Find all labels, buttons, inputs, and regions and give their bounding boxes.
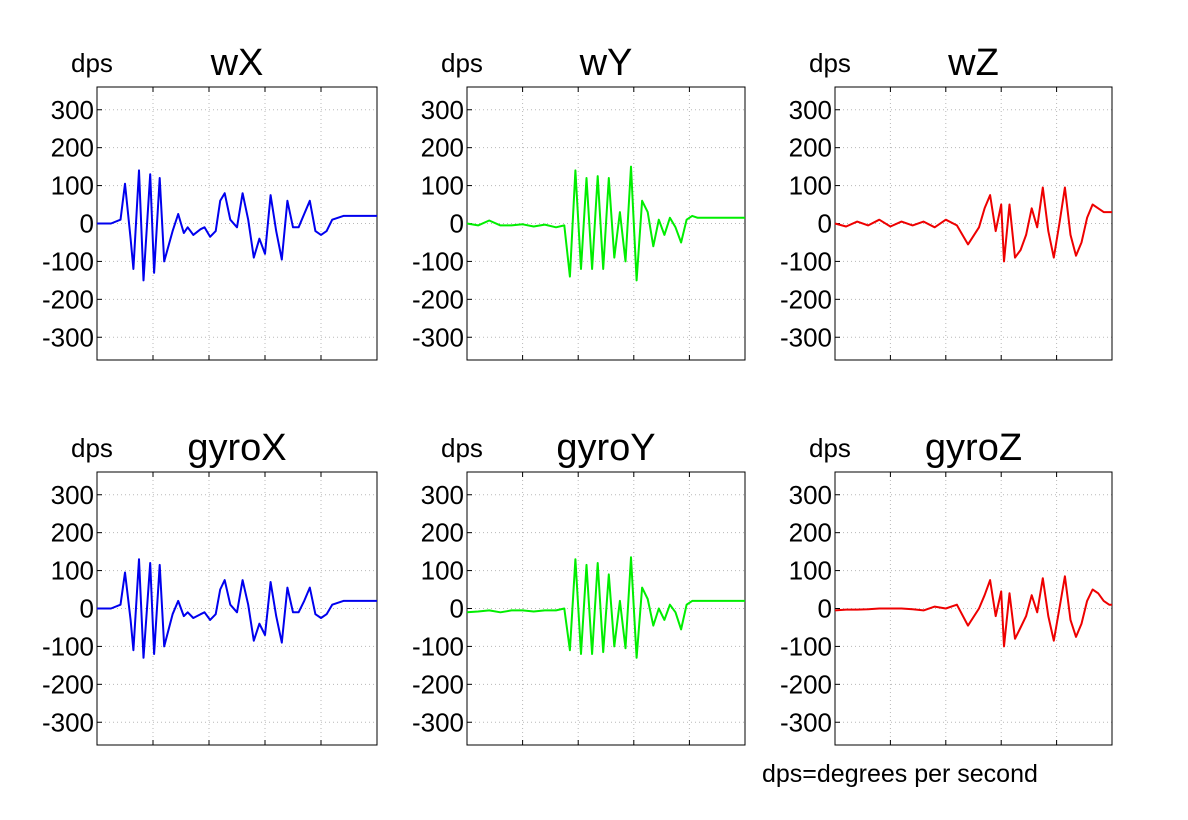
y-axis-label: dps [71,433,113,463]
series-line-wZ [834,186,1112,263]
y-tick-label: -100 [42,631,94,661]
chart-title: wY [579,42,633,84]
y-tick-label: 300 [421,480,464,510]
y-tick-label: -100 [412,246,464,276]
chart-title: gyroZ [925,427,1022,469]
y-tick-label: 300 [421,95,464,125]
y-tick-label: -200 [780,284,832,314]
chart-panel-gyroX: 300 200 100 0 -100 -200 -300 gyroX dps [42,427,378,746]
y-tick-label: -200 [412,669,464,699]
y-tick-label: 0 [818,594,832,624]
series-line-gyroY [466,556,745,659]
y-tick-label: 100 [51,171,94,201]
y-tick-label: -300 [412,707,464,737]
y-axis-label: dps [809,48,851,78]
chart-title: wX [210,42,264,84]
y-axis-label: dps [441,48,483,78]
series-line-wX [97,169,377,282]
y-tick-label: 100 [789,556,832,586]
y-tick-label: 0 [818,209,832,239]
y-tick-label: -300 [42,322,94,352]
series-line-gyroX [97,558,377,659]
y-tick-label: 300 [51,480,94,510]
series-line-gyroZ [834,575,1112,648]
series-line-wY [466,165,745,282]
y-axis-label: dps [71,48,113,78]
y-tick-label: -100 [780,246,832,276]
y-tick-label: -200 [42,669,94,699]
y-tick-label: -300 [42,707,94,737]
y-tick-label: 200 [789,133,832,163]
chart-title: gyroX [187,427,286,469]
chart-title: wZ [947,42,999,84]
chart-title: gyroY [556,427,655,469]
footnote: dps=degrees per second [762,760,1038,788]
y-tick-label: 0 [80,209,94,239]
y-tick-label: -200 [42,284,94,314]
y-tick-label: 300 [51,95,94,125]
y-tick-label: 100 [789,171,832,201]
y-tick-label: -100 [42,246,94,276]
y-axis-label: dps [809,433,851,463]
y-tick-label: 0 [450,209,464,239]
y-tick-label: 0 [450,594,464,624]
y-tick-label: -100 [412,631,464,661]
chart-panel-wZ: 300 200 100 0 -100 -200 -300 wZ dps [780,42,1113,361]
y-tick-label: 100 [51,556,94,586]
y-tick-label: 200 [421,518,464,548]
y-tick-label: 200 [51,518,94,548]
y-tick-label: 200 [51,133,94,163]
y-tick-label: -300 [412,322,464,352]
y-tick-label: -200 [412,284,464,314]
y-tick-label: 300 [789,95,832,125]
chart-panel-gyroY: 300 200 100 0 -100 -200 -300 gyroY dps [412,427,746,746]
y-tick-label: 200 [421,133,464,163]
y-tick-label: -200 [780,669,832,699]
y-tick-label: 0 [80,594,94,624]
y-tick-label: 200 [789,518,832,548]
chart-panel-gyroZ: 300 200 100 0 -100 -200 -300 gyroZ dps [780,427,1113,746]
y-tick-label: -100 [780,631,832,661]
y-tick-label: 100 [421,556,464,586]
y-tick-label: -300 [780,322,832,352]
y-tick-label: 300 [789,480,832,510]
axes-box [834,471,1113,746]
y-axis-label: dps [441,433,483,463]
chart-panel-wX: 300 200 100 0 -100 -200 -300 wX dps [42,42,378,361]
axes-box [466,471,746,746]
y-tick-label: 100 [421,171,464,201]
chart-panel-wY: 300 200 100 0 -100 -200 -300 wY dps [412,42,746,361]
y-tick-label: -300 [780,707,832,737]
plot-area [835,87,1112,360]
